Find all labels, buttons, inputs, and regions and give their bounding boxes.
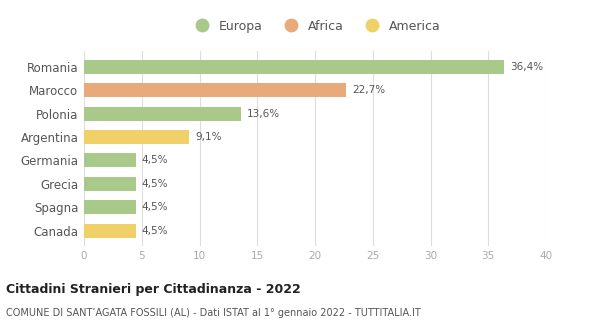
Text: 4,5%: 4,5% (142, 226, 168, 236)
Text: 22,7%: 22,7% (352, 85, 385, 95)
Text: 4,5%: 4,5% (142, 202, 168, 212)
Text: 4,5%: 4,5% (142, 179, 168, 189)
Bar (84, 177, 136, 191)
Bar (84, 84, 346, 97)
Text: 9,1%: 9,1% (195, 132, 221, 142)
Text: COMUNE DI SANT’AGATA FOSSILI (AL) - Dati ISTAT al 1° gennaio 2022 - TUTTITALIA.I: COMUNE DI SANT’AGATA FOSSILI (AL) - Dati… (6, 308, 421, 318)
Text: 4,5%: 4,5% (142, 156, 168, 165)
Legend: Europa, Africa, America: Europa, Africa, America (184, 14, 446, 37)
Text: 36,4%: 36,4% (510, 62, 544, 72)
Bar (84, 107, 241, 121)
Bar (84, 154, 136, 167)
Bar (84, 200, 136, 214)
Text: Cittadini Stranieri per Cittadinanza - 2022: Cittadini Stranieri per Cittadinanza - 2… (6, 283, 301, 296)
Text: 13,6%: 13,6% (247, 109, 280, 119)
Bar (84, 60, 505, 74)
Bar (84, 130, 189, 144)
Bar (84, 223, 136, 237)
